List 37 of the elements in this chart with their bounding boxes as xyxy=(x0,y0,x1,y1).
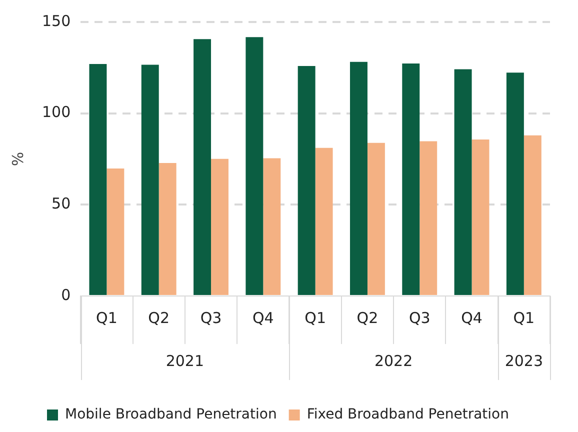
bar xyxy=(211,158,228,295)
x-tick-label: Q4 xyxy=(461,308,482,327)
legend-label: Fixed Broadband Penetration xyxy=(306,406,510,423)
y-tick-label: 0 xyxy=(61,286,71,304)
legend-label: Mobile Broadband Penetration xyxy=(65,406,277,423)
y-axis-title: % xyxy=(8,152,27,166)
bar xyxy=(246,37,264,295)
x-tick-label: Q3 xyxy=(408,308,430,327)
bar xyxy=(524,135,542,295)
bar xyxy=(158,163,176,295)
x-tick-label: Q1 xyxy=(513,308,535,327)
bar xyxy=(141,64,159,295)
x-tick-label: Q3 xyxy=(200,308,222,327)
bar xyxy=(402,63,420,295)
bar xyxy=(506,72,524,295)
x-tick-label: Q2 xyxy=(148,308,170,327)
bar xyxy=(350,62,368,295)
text: 2022 xyxy=(374,352,413,370)
bar xyxy=(367,142,385,295)
bar xyxy=(194,39,212,295)
bar xyxy=(298,66,316,295)
text: 2021 xyxy=(166,352,204,370)
text: 2023 xyxy=(504,352,544,370)
y-tick-label: 100 xyxy=(42,103,71,122)
bar xyxy=(454,69,472,295)
x-tick-label: Q2 xyxy=(356,308,378,327)
bar xyxy=(472,139,490,295)
bar xyxy=(263,158,281,295)
bar xyxy=(420,141,438,295)
bar xyxy=(106,168,124,295)
bar xyxy=(89,64,107,295)
x-tick-label: Q1 xyxy=(96,308,118,327)
y-tick-label: 50 xyxy=(52,194,71,213)
x-tick-label: Q4 xyxy=(252,308,274,327)
y-tick-label: 150 xyxy=(42,12,71,30)
bar xyxy=(315,148,333,295)
x-tick-label: Q1 xyxy=(304,308,326,327)
